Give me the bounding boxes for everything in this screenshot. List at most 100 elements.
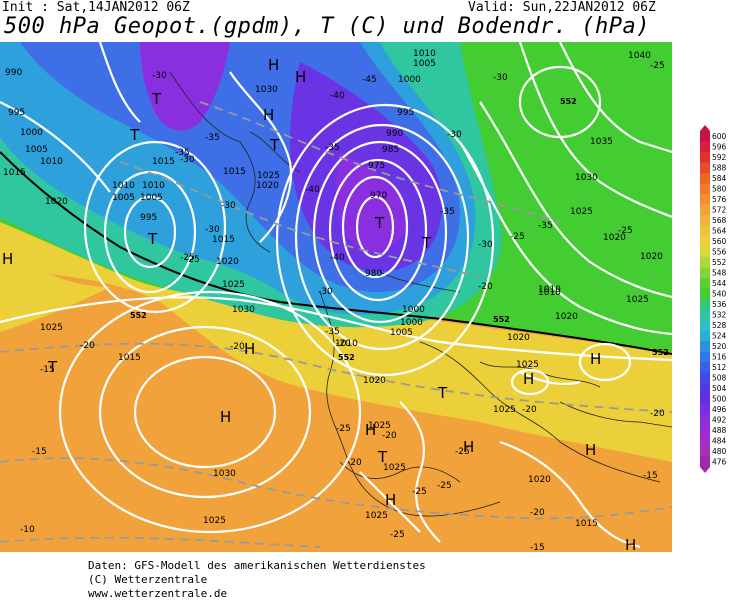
legend-swatch — [700, 141, 710, 152]
legend-swatch — [700, 393, 710, 404]
legend-swatch — [700, 372, 710, 383]
temperature-value: -35 — [325, 143, 340, 153]
temperature-value: -20 — [478, 282, 493, 292]
pressure-value: 1015 — [3, 168, 26, 178]
pressure-value: 1020 — [507, 333, 530, 343]
pressure-value: 1030 — [213, 469, 236, 479]
low-pressure-label: T — [374, 214, 385, 232]
legend-swatch — [700, 288, 710, 299]
pressure-value: 1005 — [112, 193, 135, 203]
high-pressure-label: H — [523, 370, 534, 388]
pressure-value: 1010 — [142, 181, 165, 191]
legend-swatch — [700, 351, 710, 362]
pressure-value: 1015 — [118, 353, 141, 363]
temperature-value: -25 — [510, 232, 525, 242]
legend-swatch — [700, 404, 710, 415]
legend-label: 484 — [712, 437, 727, 446]
low-pressure-label: T — [269, 136, 280, 154]
yellow-band-west — [0, 242, 110, 332]
legend-swatch — [700, 236, 710, 247]
pressure-value: 1010 — [112, 181, 135, 191]
gpdm-value: 552 — [493, 315, 510, 324]
legend-label: 568 — [712, 216, 727, 225]
pressure-value: 1025 — [203, 516, 226, 526]
pressure-value: 995 — [8, 108, 25, 118]
legend-label: 544 — [712, 279, 727, 288]
gpdm-value: 552 — [130, 311, 147, 320]
pressure-value: 1020 — [555, 312, 578, 322]
map-text-layer: H H H H H H H H H H H H H T T T T T T T … — [2, 49, 669, 552]
isotherms — [0, 101, 672, 548]
pressure-value: 1030 — [232, 305, 255, 315]
legend-label: 508 — [712, 374, 727, 383]
high-pressure-label: H — [585, 441, 596, 459]
legend-swatch — [700, 341, 710, 352]
temperature-value: -35 — [175, 148, 190, 158]
legend-swatch — [700, 414, 710, 425]
legend-label: 584 — [712, 174, 727, 183]
pressure-value: 1000 — [20, 128, 43, 138]
gpdm-value: 552 — [652, 348, 669, 357]
pressure-value: 1025 — [493, 405, 516, 415]
temperature-value: -35 — [440, 207, 455, 217]
legend-label: 588 — [712, 164, 727, 173]
temperature-value: -15 — [40, 365, 55, 375]
legend-swatch — [700, 194, 710, 205]
gpdm-value: 552 — [338, 353, 355, 362]
legend-label: 540 — [712, 290, 727, 299]
temperature-value: -20 — [530, 508, 545, 518]
legend-label: 532 — [712, 311, 727, 320]
temperature-value: -40 — [330, 253, 345, 263]
temperature-value: -45 — [362, 75, 377, 85]
pressure-value: 1015 — [575, 519, 598, 529]
high-pressure-label: H — [263, 106, 274, 124]
pressure-value: 1000 — [400, 318, 423, 328]
pressure-value: 1025 — [383, 463, 406, 473]
high-pressure-label: H — [463, 438, 474, 456]
pressure-value: 1025 — [365, 511, 388, 521]
gpdm-552-line — [0, 151, 672, 355]
high-pressure-label: H — [244, 340, 255, 358]
legend-swatch — [700, 162, 710, 173]
low-pressure-label: T — [421, 234, 432, 252]
pressure-value: 1020 — [256, 181, 279, 191]
low-pressure-label: T — [147, 230, 158, 248]
footer-url: www.wetterzentrale.de — [88, 587, 228, 600]
legend-swatch — [700, 362, 710, 373]
pressure-value: 1025 — [40, 323, 63, 333]
legend-swatch — [700, 204, 710, 215]
legend-swatch — [700, 267, 710, 278]
gpdm-value: 552 — [560, 97, 577, 106]
temperature-value: -30 — [318, 287, 333, 297]
temperature-value: -30 — [152, 71, 167, 81]
temperature-value: -25 — [336, 424, 351, 434]
high-pressure-label: H — [268, 56, 279, 74]
high-pressure-label: H — [220, 408, 231, 426]
pressure-value: 1015 — [212, 235, 235, 245]
legend-label: 600 — [712, 132, 727, 141]
temperature-value: -15 — [643, 471, 658, 481]
temperature-value: -35 — [538, 221, 553, 231]
temperature-value: -40 — [305, 185, 320, 195]
pressure-value: 980 — [365, 269, 382, 279]
temperature-value: -25 — [650, 61, 665, 71]
pressure-value: 1030 — [575, 173, 598, 183]
low-pressure-label: T — [129, 126, 140, 144]
low-pressure-label: T — [377, 448, 388, 466]
high-pressure-label: H — [590, 350, 601, 368]
temperature-value: -25 — [390, 530, 405, 540]
legend-arrow-up — [700, 125, 710, 131]
pressure-value: 1000 — [402, 305, 425, 315]
legend-swatch — [700, 257, 710, 268]
pressure-value: 1025 — [368, 421, 391, 431]
temperature-value: -20 — [650, 409, 665, 419]
legend-swatch — [700, 456, 710, 467]
legend-swatch — [700, 215, 710, 226]
pressure-value: 1005 — [25, 145, 48, 155]
legend-label: 552 — [712, 258, 727, 267]
high-pressure-label: H — [2, 250, 13, 268]
legend-label: 572 — [712, 206, 727, 215]
valid-time: Valid: Sun,22JAN2012 06Z — [468, 0, 656, 15]
temperature-value: -20 — [336, 339, 351, 349]
legend-swatch — [700, 435, 710, 446]
